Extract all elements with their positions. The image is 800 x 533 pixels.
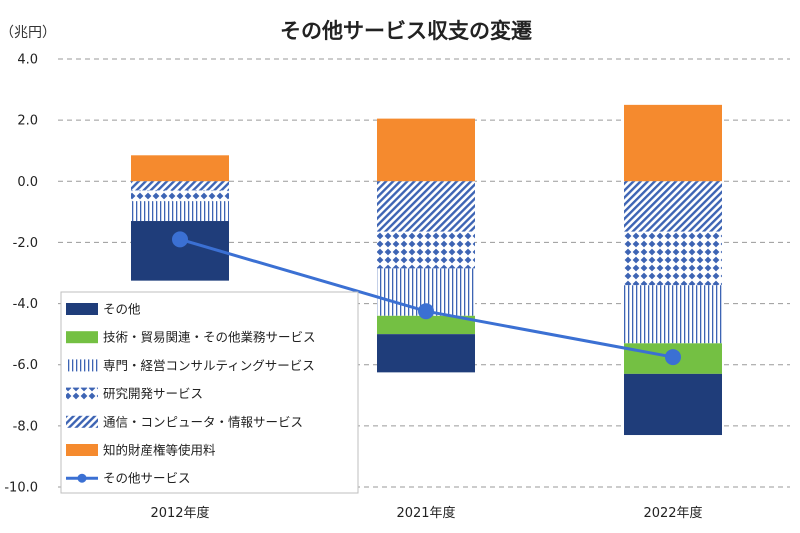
- legend-swatch: [66, 303, 98, 315]
- legend-label: その他サービス: [103, 471, 191, 486]
- bar-segment: [377, 334, 475, 373]
- bar-segment: [624, 285, 722, 344]
- bar-segment: [131, 221, 229, 281]
- legend-line-marker: [77, 473, 87, 483]
- line-point: [665, 349, 681, 366]
- bar-segment: [624, 181, 722, 232]
- y-tick-label: -8.0: [13, 419, 38, 434]
- bar-segment: [131, 190, 229, 202]
- legend-label: その他: [103, 302, 141, 317]
- x-tick-label: 2012年度: [150, 505, 209, 521]
- y-tick-label: -6.0: [13, 358, 38, 373]
- bars: [131, 104, 722, 436]
- chart-title: その他サービス収支の変遷: [280, 19, 532, 43]
- y-tick-label: 0.0: [17, 175, 38, 190]
- legend-label: 知的財産権等使用料: [103, 443, 216, 458]
- legend-label: 技術・貿易関連・その他業務サービス: [103, 330, 316, 345]
- y-tick-label: 2.0: [17, 114, 38, 129]
- y-tick-label: 4.0: [17, 53, 38, 68]
- legend-label: 専門・経営コンサルティングサービス: [103, 358, 315, 373]
- bar-segment: [377, 231, 475, 269]
- y-tick-label: -4.0: [13, 297, 38, 312]
- y-tick-label: -10.0: [4, 481, 38, 496]
- legend-swatch: [66, 359, 98, 372]
- bar-segment: [131, 181, 229, 191]
- bar-segment: [131, 201, 229, 222]
- legend-label: 研究開発サービス: [103, 386, 203, 401]
- x-axis: 2012年度 2021年度 2022年度: [150, 505, 702, 521]
- bar-segment: [377, 315, 475, 335]
- bar-segment: [624, 231, 722, 286]
- bar-segment: [131, 155, 229, 182]
- legend-swatch: [66, 331, 98, 344]
- bar-segment: [624, 373, 722, 436]
- legend: その他技術・貿易関連・その他業務サービス専門・経営コンサルティングサービス研究開…: [60, 291, 359, 494]
- unit-label: （兆円）: [0, 25, 56, 41]
- legend-swatch: [66, 444, 98, 456]
- legend-swatch: [66, 415, 98, 428]
- line-point: [172, 231, 188, 248]
- bar-segment: [377, 181, 475, 232]
- legend-swatch: [66, 387, 98, 400]
- line-series: [172, 231, 681, 366]
- x-tick-label: 2022年度: [643, 505, 702, 521]
- x-tick-label: 2021年度: [396, 505, 455, 521]
- line-point: [418, 303, 434, 320]
- legend-box: [60, 291, 359, 494]
- bar-segment: [377, 118, 475, 182]
- bar-segment: [624, 104, 722, 182]
- y-tick-label: -2.0: [13, 236, 38, 251]
- y-axis: 4.0 2.0 0.0 -2.0 -4.0 -6.0 -8.0 -10.0: [4, 53, 38, 496]
- legend-label: 通信・コンピュータ・情報サービス: [103, 414, 303, 429]
